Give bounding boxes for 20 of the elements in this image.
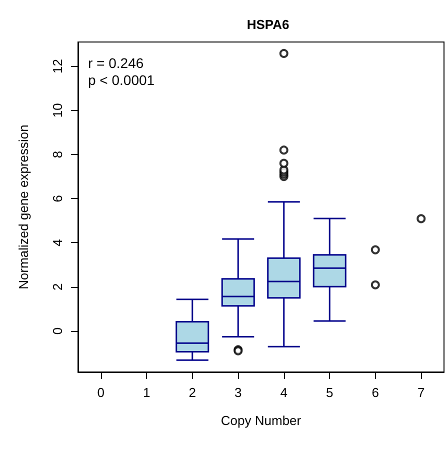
x-tick-label: 6 [372, 385, 379, 400]
y-tick-label: 10 [50, 103, 65, 118]
y-axis-title: Normalized gene expression [16, 124, 31, 290]
y-tick-label: 2 [50, 283, 65, 290]
x-tick-label: 2 [188, 385, 196, 400]
x-tick-label: 4 [280, 385, 288, 400]
x-tick-label: 1 [143, 385, 150, 400]
x-tick-label: 5 [326, 385, 334, 400]
annotation: p < 0.0001 [88, 72, 155, 88]
y-tick-label: 6 [50, 195, 65, 202]
y-tick-label: 0 [50, 327, 65, 335]
annotation: r = 0.246 [88, 55, 144, 71]
y-tick-label: 4 [50, 239, 65, 246]
x-tick-label: 7 [418, 385, 425, 400]
y-tick-label: 12 [50, 59, 65, 74]
x-tick-label: 3 [234, 385, 242, 400]
x-axis-title: Copy Number [220, 413, 302, 428]
chart-title: HSPA6 [246, 17, 290, 32]
y-tick-label: 8 [50, 150, 65, 158]
x-tick-label: 0 [97, 385, 104, 400]
